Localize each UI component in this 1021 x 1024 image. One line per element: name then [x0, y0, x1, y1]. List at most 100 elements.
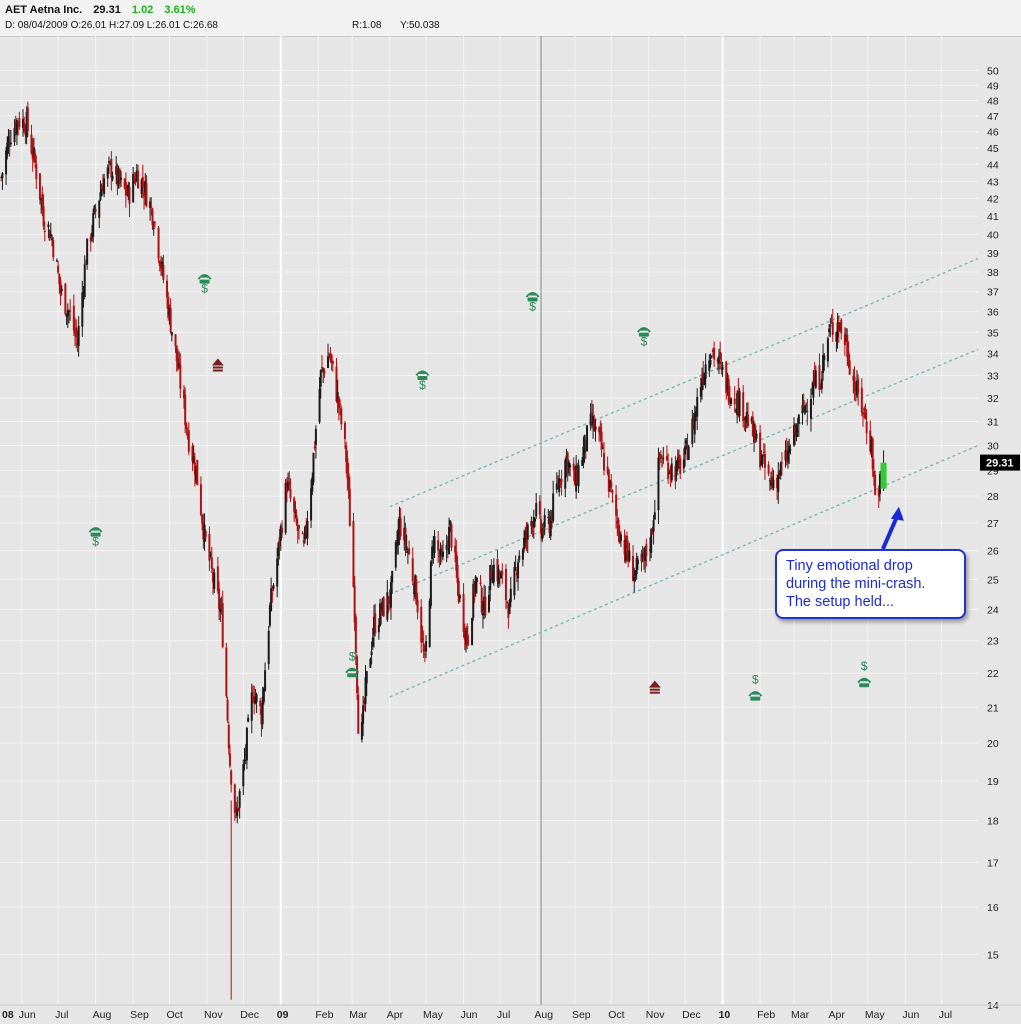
candle-body: [814, 370, 817, 388]
channel-line-upper: [389, 257, 979, 508]
candle-body: [543, 514, 546, 528]
candle-body: [365, 671, 368, 684]
candle-body: [457, 581, 460, 603]
candle-body: [66, 310, 69, 316]
candle-body: [24, 133, 27, 136]
candle-body: [261, 696, 264, 725]
candle-body: [295, 514, 298, 524]
arrow-bar: [212, 366, 223, 369]
phone-base: [859, 683, 870, 688]
y-tick-label: 31: [987, 416, 999, 428]
candle-body: [43, 230, 46, 232]
candle-body: [111, 176, 114, 180]
candle-body: [694, 410, 697, 416]
candle-body: [472, 583, 475, 618]
candle-body: [853, 376, 856, 392]
candle-body: [465, 631, 468, 645]
readout-date: D: 08/04/2009: [5, 20, 68, 31]
phone-base: [750, 696, 761, 701]
candle-body: [276, 558, 279, 587]
candle-body: [42, 205, 45, 227]
candle-body: [237, 808, 240, 810]
candle-body: [158, 260, 161, 266]
candle-body: [8, 142, 11, 144]
candle-body: [627, 550, 630, 561]
candle-body: [1, 173, 4, 179]
candle-body: [278, 537, 281, 547]
candle-body: [58, 273, 61, 285]
candle-body: [826, 338, 829, 362]
candle-body: [440, 554, 443, 558]
phone-dollar-icon: $: [197, 274, 212, 296]
candle-body: [566, 452, 569, 474]
candle-body: [306, 520, 309, 539]
candle-body: [221, 603, 224, 647]
candle-body: [785, 450, 788, 463]
y-tick-label: 20: [987, 738, 999, 750]
candle-body: [406, 551, 409, 554]
candle-body: [830, 322, 833, 324]
x-tick-label: Jul: [497, 1009, 510, 1021]
candle-body: [548, 517, 551, 534]
candle-body: [25, 111, 28, 138]
candle-body: [569, 464, 572, 468]
candle-body: [498, 571, 501, 578]
candle-body: [704, 364, 707, 379]
candle-body: [245, 728, 248, 761]
candle-body: [279, 526, 282, 541]
candle-body: [742, 392, 745, 422]
candle-body: [420, 606, 423, 643]
candle-body: [573, 471, 576, 486]
candle-body: [619, 534, 622, 541]
candle-body: [797, 414, 800, 425]
candle-body: [805, 404, 808, 406]
candle-body: [289, 489, 292, 499]
phone-icon: [197, 274, 212, 280]
x-tick-label: Dec: [682, 1009, 701, 1021]
y-tick-label: 21: [987, 702, 999, 714]
price-chart[interactable]: $ $ $ $ $ $ $ $ 14 15 16 17 18 19 20 21 22 23 24 25 26 27 28 2…: [0, 36, 1021, 1024]
candle-body: [313, 446, 316, 449]
x-tick-label: Dec: [240, 1009, 259, 1021]
candle-body: [602, 453, 605, 471]
y-tick-label: 16: [987, 902, 999, 914]
candle-body: [151, 209, 154, 226]
phone-base: [90, 532, 101, 537]
candle-body: [831, 321, 834, 335]
candle-body: [713, 348, 716, 360]
phone-dollar-icon: $: [636, 327, 651, 349]
candle-body: [471, 618, 474, 645]
candle-body: [362, 705, 365, 724]
candle-body: [601, 446, 604, 449]
candle-body: [490, 569, 493, 580]
candle-body: [702, 372, 705, 383]
candle-body: [238, 791, 241, 808]
y-tick-label: 38: [987, 267, 999, 279]
candle-body: [431, 546, 434, 560]
candle-body: [795, 425, 798, 437]
candle-body: [609, 480, 612, 488]
candle-body: [508, 599, 511, 614]
candle-body: [120, 177, 123, 180]
candle-body: [47, 224, 50, 228]
candle-body: [270, 588, 273, 611]
candle-body: [479, 582, 482, 585]
y-axis: 14 15 16 17 18 19 20 21 22 23 24 25 26 27 28 29 30 31 32 33…: [980, 66, 1020, 1012]
candle-body: [745, 412, 748, 423]
candle-body: [67, 310, 70, 312]
candle-body: [389, 582, 392, 608]
candle-body: [532, 517, 535, 528]
candle-body: [382, 597, 385, 617]
candle-body: [767, 464, 770, 474]
candle-body: [329, 353, 332, 361]
candle-body: [772, 479, 775, 488]
candle-body: [480, 587, 483, 613]
candle-body: [184, 394, 187, 426]
candle-body: [489, 564, 492, 591]
x-tick-label: May: [865, 1009, 886, 1021]
candle-body: [254, 697, 257, 704]
phone-base: [527, 297, 538, 302]
candle-body: [794, 424, 797, 436]
candle-body: [9, 142, 12, 145]
candle-body: [126, 190, 129, 195]
